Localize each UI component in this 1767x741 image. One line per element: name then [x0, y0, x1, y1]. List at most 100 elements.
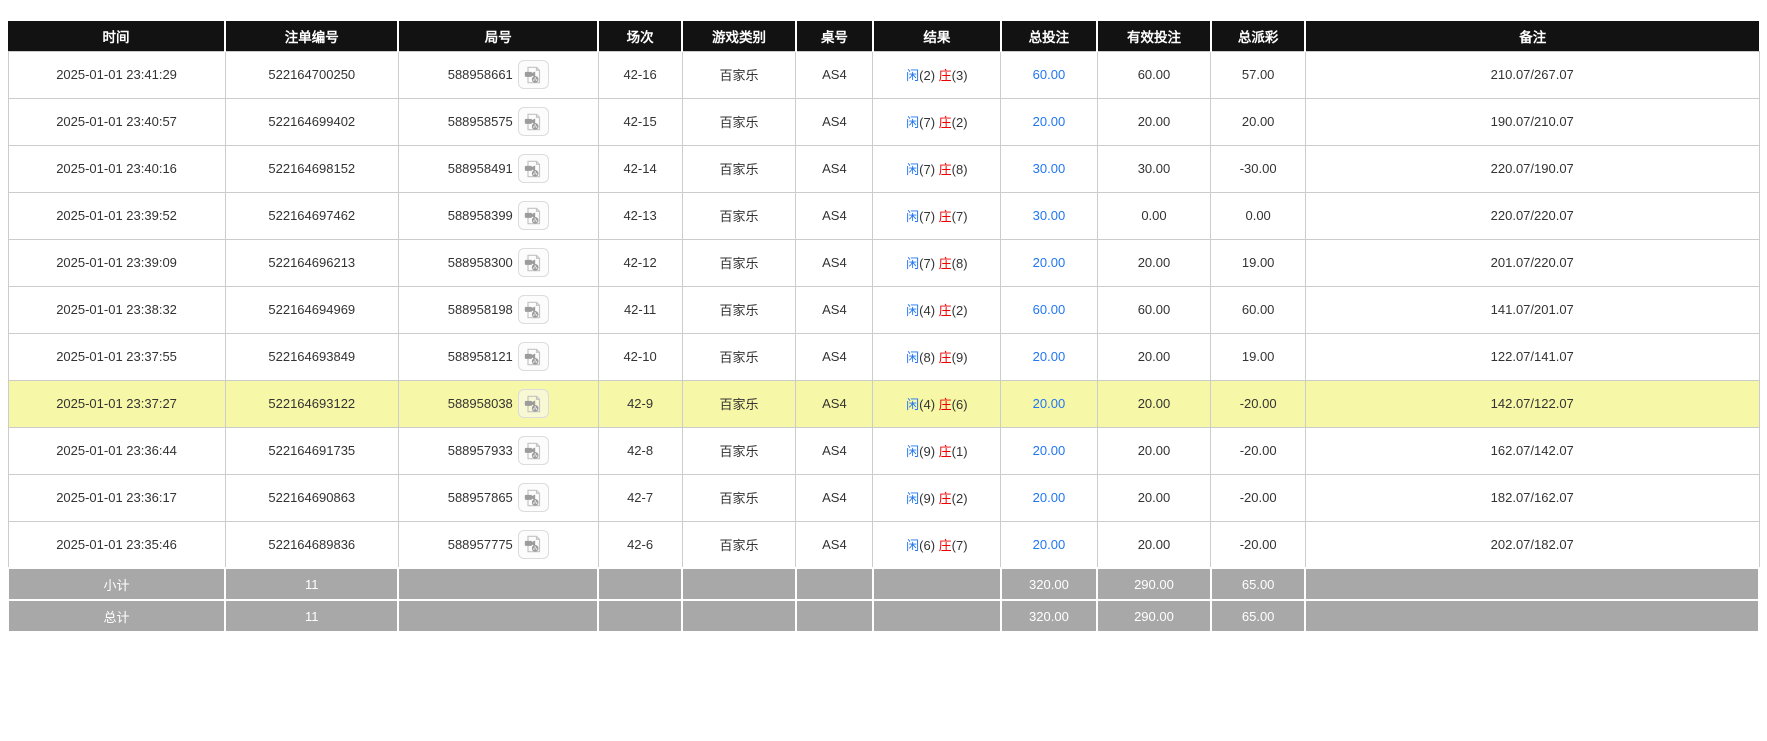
cell-result: 闲(4) 庄(2): [872, 285, 1002, 334]
video-replay-button[interactable]: [517, 201, 549, 230]
result-banker-score: (7): [951, 209, 968, 224]
cell-total-payout: 57.00: [1210, 50, 1306, 99]
cell-round-number: 588958399: [397, 191, 599, 240]
result-player-label: 闲: [906, 115, 920, 130]
result-banker-score: (1): [951, 444, 968, 459]
table-row[interactable]: 2025-01-01 23:38:32 522164694969 588958198…: [7, 285, 1760, 334]
result-player-score: (7): [919, 115, 939, 130]
cell-remark: 210.07/267.07: [1304, 50, 1760, 99]
cell-remark: 202.07/182.07: [1304, 520, 1760, 569]
cell-result: 闲(9) 庄(1): [872, 426, 1002, 475]
result-banker-score: (2): [951, 115, 968, 130]
video-replay-button[interactable]: [517, 389, 549, 418]
cell-game-type: 百家乐: [681, 97, 797, 146]
table-row[interactable]: 2025-01-01 23:37:27 522164693122 588958038…: [7, 379, 1760, 428]
table-row[interactable]: 2025-01-01 23:36:17 522164690863 588957865…: [7, 473, 1760, 522]
cell-game-type: 百家乐: [681, 520, 797, 569]
column-header-table_no: 桌号: [794, 21, 873, 51]
round-number-text: 588958491: [447, 161, 513, 176]
cell-round-number: 588957865: [397, 473, 599, 522]
round-number-text: 588957865: [447, 490, 513, 505]
cell-round-number: 588958038: [397, 379, 599, 428]
result-banker-score: (2): [951, 491, 968, 506]
video-icon: [525, 348, 541, 365]
video-replay-button[interactable]: [517, 342, 549, 371]
cell-bet-number: 522164699402: [224, 97, 399, 146]
cell-bet-number: 522164693122: [224, 379, 399, 428]
result-player-label: 闲: [906, 209, 920, 224]
summary-total-payout: 65.00: [1209, 599, 1307, 633]
column-header-result: 结果: [871, 21, 1001, 51]
round-number-text: 588958399: [447, 208, 513, 223]
table-row[interactable]: 2025-01-01 23:40:16 522164698152 588958491…: [7, 144, 1760, 193]
cell-time: 2025-01-01 23:38:32: [7, 285, 226, 334]
cell-round-number: 588958198: [397, 285, 599, 334]
total-bet-amount[interactable]: 20.00: [1032, 349, 1066, 364]
total-bet-amount[interactable]: 20.00: [1032, 255, 1066, 270]
table-row[interactable]: 2025-01-01 23:40:57 522164699402 588958575…: [7, 97, 1760, 146]
result-player-label: 闲: [906, 68, 920, 83]
cell-valid-bet: 20.00: [1096, 332, 1212, 381]
cell-time: 2025-01-01 23:39:09: [7, 238, 226, 287]
video-replay-button[interactable]: [517, 107, 549, 136]
result-banker-label: 庄: [938, 209, 952, 224]
video-replay-button[interactable]: [517, 60, 549, 89]
table-row[interactable]: 2025-01-01 23:41:29 522164700250 588958661…: [7, 50, 1760, 99]
cell-total-bet: 20.00: [1000, 332, 1098, 381]
video-replay-button[interactable]: [517, 295, 549, 324]
cell-result: 闲(7) 庄(2): [872, 97, 1002, 146]
cell-remark: 201.07/220.07: [1304, 238, 1760, 287]
cell-remark: 190.07/210.07: [1304, 97, 1760, 146]
table-row[interactable]: 2025-01-01 23:35:46 522164689836 588957775…: [7, 520, 1760, 569]
cell-table-number: AS4: [795, 520, 874, 569]
total-bet-amount[interactable]: 30.00: [1032, 208, 1066, 223]
video-replay-button[interactable]: [517, 248, 549, 277]
cell-bet-number: 522164691735: [224, 426, 399, 475]
total-bet-amount[interactable]: 20.00: [1032, 396, 1066, 411]
table-row[interactable]: 2025-01-01 23:39:52 522164697462 588958399…: [7, 191, 1760, 240]
total-bet-amount[interactable]: 60.00: [1032, 302, 1066, 317]
video-replay-button[interactable]: [517, 529, 549, 559]
cell-session: 42-7: [597, 473, 683, 522]
total-bet-amount[interactable]: 20.00: [1032, 443, 1066, 458]
table-row[interactable]: 2025-01-01 23:37:55 522164693849 588958121…: [7, 332, 1760, 381]
video-replay-button[interactable]: [517, 483, 549, 512]
result-banker-label: 庄: [938, 256, 952, 271]
cell-session: 42-12: [597, 238, 683, 287]
table-row[interactable]: 2025-01-01 23:39:09 522164696213 588958300…: [7, 238, 1760, 287]
cell-game-type: 百家乐: [681, 379, 797, 428]
cell-table-number: AS4: [795, 97, 874, 146]
cell-round-number: 588958491: [397, 144, 599, 193]
column-header-time: 时间: [8, 21, 226, 51]
total-bet-amount[interactable]: 20.00: [1032, 536, 1066, 552]
round-number-group: 588958661: [448, 60, 549, 89]
total-bet-amount[interactable]: 60.00: [1032, 67, 1066, 82]
summary-session: [597, 567, 684, 601]
cell-remark: 162.07/142.07: [1304, 426, 1760, 475]
round-number-text: 588957775: [447, 536, 513, 552]
cell-game-type: 百家乐: [681, 473, 797, 522]
column-header-bet_no: 注单编号: [224, 21, 399, 51]
video-icon: [525, 207, 541, 224]
result-banker-score: (6): [951, 397, 968, 412]
total-bet-amount[interactable]: 20.00: [1032, 490, 1066, 505]
video-replay-button[interactable]: [517, 436, 549, 465]
summary-count: 11: [224, 567, 400, 601]
video-replay-button[interactable]: [517, 154, 549, 183]
table-row[interactable]: 2025-01-01 23:36:44 522164691735 588957933…: [7, 426, 1760, 475]
summary-valid-bet: 290.00: [1096, 599, 1212, 633]
result-banker-label: 庄: [938, 68, 952, 83]
cell-total-payout: 0.00: [1210, 191, 1306, 240]
round-number-text: 588958575: [447, 114, 513, 129]
result-banker-label: 庄: [938, 115, 952, 130]
cell-valid-bet: 20.00: [1096, 97, 1212, 146]
round-number-text: 588958038: [447, 396, 513, 411]
summary-total-bet: 320.00: [999, 567, 1099, 601]
cell-game-type: 百家乐: [681, 238, 797, 287]
cell-total-payout: -20.00: [1210, 426, 1306, 475]
result-banker-label: 庄: [938, 397, 952, 412]
total-bet-amount[interactable]: 20.00: [1032, 114, 1066, 129]
total-bet-amount[interactable]: 30.00: [1032, 161, 1066, 176]
cell-table-number: AS4: [795, 379, 874, 428]
cell-session: 42-11: [597, 285, 683, 334]
